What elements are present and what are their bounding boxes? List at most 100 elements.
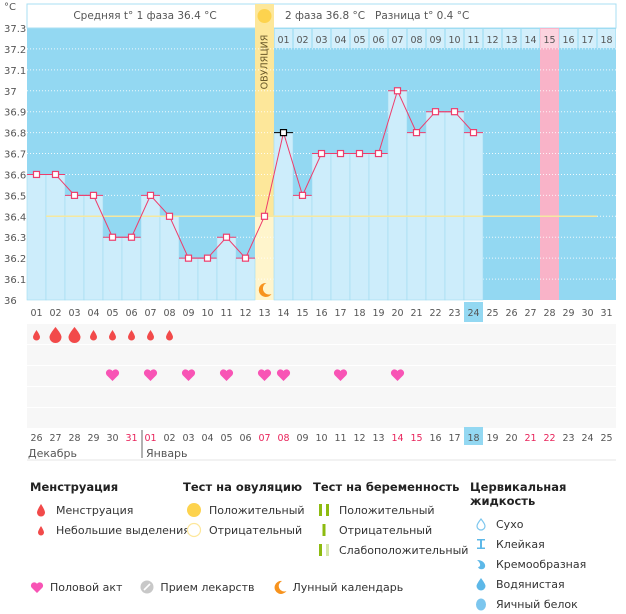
temperature-point: [450, 108, 459, 116]
heart-icon: [105, 369, 120, 381]
cycle-day-label: 18: [353, 308, 365, 319]
blood-drop-small-icon: [128, 330, 135, 341]
legend-label: Отрицательный: [209, 523, 303, 537]
legend-item: Водянистая: [470, 574, 626, 594]
y-tick-label: 36.7: [4, 150, 26, 161]
temperature-point: [241, 254, 250, 262]
calendar-date: 02: [163, 433, 175, 444]
temperature-point: [89, 191, 98, 199]
phase2-day-cell: [369, 29, 388, 48]
blood-drop-small-icon: [90, 330, 97, 341]
temperature-point: [146, 191, 155, 199]
phase2-day-cell: [445, 29, 464, 48]
phase2-day-cell: [407, 29, 426, 48]
y-tick-label: 36.9: [4, 108, 26, 119]
phase2-day-number: 01: [277, 35, 289, 46]
cycle-day-label: 25: [486, 308, 498, 319]
cycle-day-label: 29: [562, 308, 574, 319]
temperature-point: [108, 233, 117, 241]
phase2-day-number: 15: [543, 35, 555, 46]
phase2-day-cell: [312, 29, 331, 48]
y-axis-unit: °C: [4, 2, 16, 13]
calendar-date: 22: [543, 433, 555, 444]
temperature-point: [298, 191, 307, 199]
calendar-date: 31: [125, 433, 137, 444]
month-label: Январь: [146, 447, 188, 460]
temperature-point: [317, 149, 326, 158]
legend-label: Клейкая: [496, 537, 545, 551]
calendar-date: 29: [87, 433, 99, 444]
temperature-point: [469, 129, 478, 137]
cycle-day-label: 13: [258, 308, 270, 319]
cycle-day-label: 23: [448, 308, 460, 319]
cycle-day-label: 04: [87, 308, 99, 319]
cycle-day-label: 09: [182, 308, 194, 319]
cycle-day-label: 15: [296, 308, 308, 319]
calendar-date: 30: [106, 433, 118, 444]
temperature-bar: [425, 111, 446, 301]
temperature-bar: [45, 174, 66, 301]
test-positive-icon: [313, 503, 335, 517]
y-tick-label: 36.8: [4, 129, 26, 140]
cycle-day-label: 31: [600, 308, 612, 319]
calendar-date: 14: [391, 433, 403, 444]
phase2-day-cell: [274, 29, 293, 48]
temperature-bar: [330, 153, 351, 301]
blood-drop-small-icon: [147, 330, 154, 341]
legend-item: Небольшие выделения: [30, 520, 190, 540]
blood-drop-large-icon: [49, 327, 62, 343]
legend-cervical: Цервикальная жидкость Сухо Клейкая Кремо…: [470, 480, 626, 614]
phase2-day-cell: [464, 29, 483, 48]
phase2-average: 2 фаза 36.8 °C: [285, 10, 365, 22]
phase2-day-cell: [350, 29, 369, 48]
calendar-date: 28: [68, 433, 80, 444]
cycle-day-label: 19: [372, 308, 384, 319]
sun-outline-icon: [183, 522, 205, 538]
temperature-bar: [349, 153, 370, 301]
cycle-day-label: 08: [163, 308, 175, 319]
calendar-date: 05: [220, 433, 232, 444]
cycle-day-label: 17: [334, 308, 346, 319]
y-tick-label: 37.1: [4, 66, 26, 77]
temperature-point: [412, 129, 421, 137]
ovulation-label: ОВУЛЯЦИЯ: [260, 35, 271, 90]
cycle-day-label: 24: [467, 308, 479, 319]
legend-label: Положительный: [339, 503, 435, 517]
phase2-day-number: 07: [391, 35, 403, 46]
event-row: [27, 324, 616, 344]
cycle-day-label: 02: [49, 308, 61, 319]
cycle-day-label: 11: [220, 308, 232, 319]
cycle-day-label: 26: [505, 308, 517, 319]
phase2-day-cell: [426, 29, 445, 48]
phase2-day-number: 17: [581, 35, 593, 46]
temperature-bar: [444, 111, 465, 301]
temperature-point: [32, 170, 41, 179]
y-tick-label: 36: [4, 296, 17, 307]
today-highlight: [464, 302, 483, 322]
temperature-point: [336, 149, 345, 158]
temperature-bar: [311, 153, 332, 301]
legend-title: Тест на овуляцию: [183, 480, 303, 494]
legend-item: Прием лекарств: [140, 580, 255, 594]
legend-item: Лунный календарь: [273, 580, 404, 594]
legend-label: Лунный календарь: [292, 580, 404, 594]
legend-label: Яичный белок: [496, 597, 578, 611]
phase2-day-number: 06: [372, 35, 384, 46]
test-negative-icon: [313, 523, 335, 537]
legend-title: Менструация: [30, 480, 119, 494]
test-faint-icon: [313, 543, 335, 557]
bbt-chart: 01 02 03 04 05 06 07 08 09 10 11 12 13 14 15 16 17 18 36 36…: [4, 2, 617, 461]
dry-drop-icon: [470, 517, 492, 531]
legend-menstruation: Менструация Менструация Небольшие выделе…: [30, 480, 190, 540]
legend-item: Отрицательный: [183, 520, 305, 540]
cycle-day-label: 05: [106, 308, 118, 319]
phase2-day-cell: [559, 29, 578, 48]
heart-icon: [333, 369, 348, 381]
legend-label: Отрицательный: [339, 523, 433, 537]
cycle-day-label: 10: [201, 308, 213, 319]
today-date-highlight: [464, 427, 483, 445]
legend-label: Положительный: [209, 503, 305, 517]
temperature-point: [374, 149, 383, 158]
blood-drop-small-icon: [109, 330, 116, 341]
y-tick-label: 37: [4, 87, 17, 98]
